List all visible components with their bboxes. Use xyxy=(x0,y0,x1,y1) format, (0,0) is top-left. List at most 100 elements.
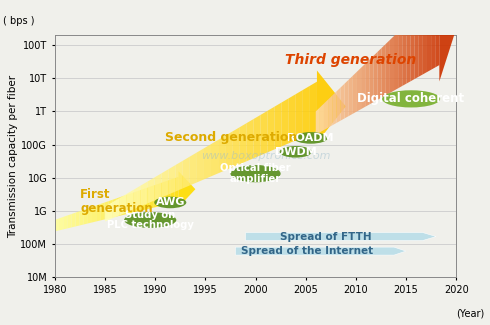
Text: First
generation: First generation xyxy=(80,188,152,215)
Polygon shape xyxy=(328,96,332,128)
Text: ROADM: ROADM xyxy=(288,133,334,143)
Polygon shape xyxy=(353,72,357,114)
Polygon shape xyxy=(190,152,197,185)
Polygon shape xyxy=(197,148,204,182)
Text: Spread of FTTH: Spread of FTTH xyxy=(280,231,371,241)
Polygon shape xyxy=(72,213,75,228)
Polygon shape xyxy=(162,181,166,206)
Polygon shape xyxy=(236,247,406,255)
Ellipse shape xyxy=(382,90,440,108)
Polygon shape xyxy=(108,200,113,218)
Polygon shape xyxy=(104,201,108,219)
Polygon shape xyxy=(147,177,154,203)
Polygon shape xyxy=(440,0,456,82)
Polygon shape xyxy=(431,0,435,70)
Polygon shape xyxy=(386,40,390,95)
Text: ( bps ): ( bps ) xyxy=(3,16,34,26)
Y-axis label: Transmission capacity per fiber: Transmission capacity per fiber xyxy=(8,74,18,238)
Polygon shape xyxy=(411,16,415,81)
Text: Second generation: Second generation xyxy=(165,131,297,144)
Polygon shape xyxy=(67,214,72,228)
Polygon shape xyxy=(141,182,147,206)
Polygon shape xyxy=(169,165,176,194)
Polygon shape xyxy=(274,102,282,149)
Polygon shape xyxy=(126,190,133,213)
Text: (Year): (Year) xyxy=(456,308,485,318)
Polygon shape xyxy=(204,144,211,179)
Polygon shape xyxy=(361,64,365,109)
Polygon shape xyxy=(435,0,440,67)
Polygon shape xyxy=(137,190,142,212)
Polygon shape xyxy=(171,178,174,203)
Polygon shape xyxy=(282,98,289,146)
Text: www.boxoptronics.com: www.boxoptronics.com xyxy=(201,151,330,161)
Polygon shape xyxy=(176,161,183,191)
Polygon shape xyxy=(117,197,121,216)
Polygon shape xyxy=(129,193,133,214)
Text: Digital coherent: Digital coherent xyxy=(358,92,465,105)
Polygon shape xyxy=(225,132,232,170)
Polygon shape xyxy=(100,202,104,220)
Polygon shape xyxy=(112,198,119,218)
Polygon shape xyxy=(245,233,436,240)
Polygon shape xyxy=(406,20,411,84)
Polygon shape xyxy=(332,92,336,125)
Polygon shape xyxy=(218,136,225,173)
Polygon shape xyxy=(268,107,274,152)
Polygon shape xyxy=(113,198,117,217)
Polygon shape xyxy=(382,44,386,98)
Polygon shape xyxy=(289,94,296,143)
Polygon shape xyxy=(398,28,402,88)
Polygon shape xyxy=(253,115,261,158)
Polygon shape xyxy=(232,127,239,167)
Polygon shape xyxy=(296,90,303,140)
Polygon shape xyxy=(303,86,310,137)
Text: AWG: AWG xyxy=(155,198,185,207)
Polygon shape xyxy=(142,188,146,211)
Polygon shape xyxy=(154,184,158,208)
Polygon shape xyxy=(183,157,190,188)
Polygon shape xyxy=(419,8,423,77)
Ellipse shape xyxy=(294,132,328,144)
Polygon shape xyxy=(84,208,88,225)
Polygon shape xyxy=(316,108,320,135)
Polygon shape xyxy=(146,187,149,210)
Polygon shape xyxy=(239,123,246,164)
Polygon shape xyxy=(125,194,129,215)
Polygon shape xyxy=(119,194,126,215)
Ellipse shape xyxy=(124,212,176,228)
Polygon shape xyxy=(357,68,361,111)
Polygon shape xyxy=(174,177,178,202)
Polygon shape xyxy=(423,4,427,74)
Polygon shape xyxy=(133,191,137,213)
Polygon shape xyxy=(92,205,96,223)
Polygon shape xyxy=(166,180,171,205)
Polygon shape xyxy=(162,169,169,197)
Polygon shape xyxy=(365,60,369,107)
Ellipse shape xyxy=(230,165,281,182)
Polygon shape xyxy=(427,0,431,72)
Polygon shape xyxy=(261,111,268,155)
Polygon shape xyxy=(133,186,141,209)
Polygon shape xyxy=(324,99,328,130)
Ellipse shape xyxy=(280,146,312,158)
Polygon shape xyxy=(88,207,92,224)
Polygon shape xyxy=(55,218,59,231)
Polygon shape xyxy=(105,202,112,221)
Polygon shape xyxy=(96,204,100,221)
Polygon shape xyxy=(178,171,196,207)
Polygon shape xyxy=(402,24,406,86)
Polygon shape xyxy=(320,103,324,132)
Polygon shape xyxy=(344,80,349,118)
Text: Third generation: Third generation xyxy=(285,53,416,67)
Polygon shape xyxy=(149,185,154,209)
Polygon shape xyxy=(211,140,218,176)
Text: DWDM: DWDM xyxy=(275,147,317,157)
Polygon shape xyxy=(336,88,341,123)
Polygon shape xyxy=(373,52,378,102)
Polygon shape xyxy=(154,173,162,201)
Polygon shape xyxy=(369,56,373,104)
Polygon shape xyxy=(394,32,398,91)
Polygon shape xyxy=(378,48,382,100)
Polygon shape xyxy=(121,195,125,215)
